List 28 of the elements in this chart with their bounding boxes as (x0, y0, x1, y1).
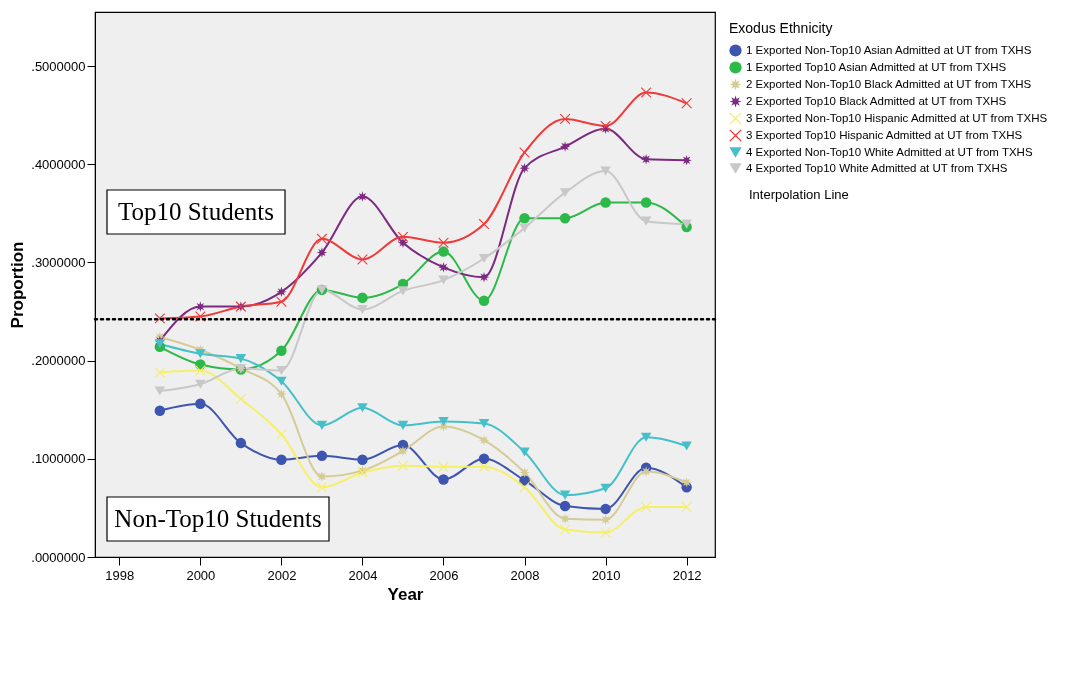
y-tick-label: .4000000 (31, 156, 86, 172)
legend-title: Exodus Ethnicity (729, 20, 833, 36)
legend-label: 2 Exported Top10 Black Admitted at UT from TXHS (746, 94, 1007, 107)
x-tick-label: 2012 (672, 567, 702, 583)
x-tick-label: 1998 (105, 567, 135, 583)
x-tick-label: 2002 (267, 567, 297, 583)
legend-label: 1 Exported Top10 Asian Admitted at UT from TXHS (746, 60, 1007, 73)
x-tick-label: 2004 (348, 567, 378, 583)
legend-label: 1 Exported Non-Top10 Asian Admitted at UT from TXHS (746, 43, 1032, 56)
y-axis-title: Proportion (8, 241, 28, 329)
annotation: Top10 Students (118, 198, 274, 225)
x-tick-label: 2010 (591, 567, 621, 583)
legend-label: 3 Exported Top10 Hispanic Admitted at UT from TXHS (746, 128, 1023, 141)
y-tick-label: .1000000 (31, 451, 86, 467)
y-tick-label: .0000000 (31, 549, 86, 565)
x-tick-label: 2000 (186, 567, 216, 583)
x-axis-title: Year (387, 584, 424, 604)
x-tick-label: 2006 (429, 567, 459, 583)
x-tick-label: 2008 (510, 567, 540, 583)
annotation: Non-Top10 Students (114, 505, 322, 532)
y-tick-label: .3000000 (31, 254, 86, 270)
legend-label: 3 Exported Non-Top10 Hispanic Admitted at UT from TXHS (746, 111, 1048, 124)
legend-label: 2 Exported Non-Top10 Black Admitted at UT from TXHS (746, 77, 1032, 90)
y-tick-label: .5000000 (31, 58, 86, 74)
legend-label: 4 Exported Non-Top10 White Admitted at UT from TXHS (746, 145, 1033, 158)
legend-label: 4 Exported Top10 White Admitted at UT from TXHS (746, 161, 1008, 174)
y-tick-label: .2000000 (31, 353, 86, 369)
text: Interpolation Line (749, 187, 849, 202)
